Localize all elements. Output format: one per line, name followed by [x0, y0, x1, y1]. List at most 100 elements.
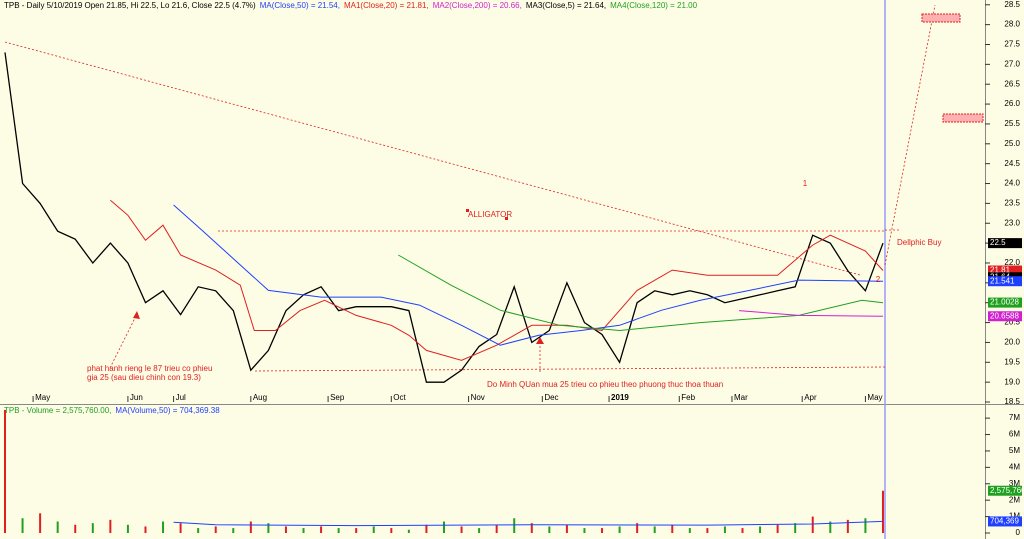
volume-bar	[109, 519, 112, 533]
y-tick-label: 2M	[1009, 495, 1020, 504]
volume-bar	[337, 528, 340, 533]
volume-bar	[759, 526, 762, 533]
volume-bar	[390, 528, 393, 533]
annotation: ALLIGATOR	[468, 210, 512, 219]
header-text: MA(Volume,50) = 704,369.38	[115, 406, 220, 415]
volume-bar	[249, 521, 252, 533]
volume-bar	[407, 529, 410, 533]
y-tick-label: 23.0	[1004, 218, 1020, 227]
header-text: MA3(Close,5) = 21.64,	[526, 1, 606, 10]
volume-bar	[548, 526, 551, 533]
volume-bar	[74, 524, 77, 533]
y-tick-label: 0	[1016, 528, 1021, 537]
x-tick-label: Sep	[330, 393, 345, 402]
y-tick-label: 25.5	[1004, 119, 1020, 128]
header-text: TPB - Volume = 2,575,760.00,	[4, 406, 111, 415]
header-text: MA2(Close,200) = 20.66,	[433, 1, 522, 10]
volume-bar	[495, 524, 498, 533]
y-tick-label: 6M	[1009, 430, 1020, 439]
volume-bar	[442, 521, 445, 533]
annotation: gia 25 (sau dieu chinh con 19.3)	[87, 373, 201, 382]
y-tick-label: 24.0	[1004, 179, 1020, 188]
volume-bar	[530, 523, 533, 533]
price-tag	[988, 297, 1022, 308]
volume-bar	[144, 526, 147, 533]
series-line	[398, 254, 884, 332]
y-tick-label: 5M	[1009, 446, 1020, 455]
marker	[466, 209, 469, 212]
annotation: phat hanh rieng le 87 trieu co phieu	[87, 364, 212, 373]
volume-bar	[829, 521, 832, 533]
volume-bar	[601, 528, 604, 533]
price-tag	[988, 311, 1022, 322]
x-tick-label: Aug	[253, 393, 267, 402]
price-tag-label: 22.5	[990, 238, 1006, 247]
annotation: Dellphic Buy	[897, 238, 941, 247]
volume-bar	[267, 523, 270, 533]
series-line	[110, 199, 884, 361]
volume-bar	[776, 524, 779, 533]
volume-bar	[846, 519, 849, 533]
y-tick-label: 20.5	[1004, 318, 1020, 327]
trendlines	[4, 4, 936, 372]
trendline	[884, 4, 936, 266]
volume-bar	[91, 523, 94, 533]
y-tick-label: 19.0	[1004, 377, 1020, 386]
y-tick-label: 7M	[1009, 413, 1020, 422]
series-line	[738, 310, 884, 317]
volume-bar	[21, 518, 24, 533]
y-tick-label: 24.5	[1004, 159, 1020, 168]
volume-bar	[864, 518, 867, 533]
y-tick-label: 26.0	[1004, 99, 1020, 108]
y-tick-label: 1M	[1009, 512, 1020, 521]
price-tag-label: 21.81	[990, 266, 1011, 275]
x-tick-label: 2019	[611, 393, 629, 402]
volume-bar	[741, 528, 744, 533]
x-tick-label: Feb	[681, 393, 695, 402]
x-tick-label: Jul	[176, 393, 186, 402]
volume-bar	[320, 526, 323, 533]
x-tick-label: May	[35, 393, 50, 402]
header-text: MA1(Close,20) = 21.81,	[344, 1, 429, 10]
y-tick-label: 3M	[1009, 479, 1020, 488]
price-tag	[988, 516, 1022, 527]
marker	[505, 217, 508, 220]
volume-bar	[583, 528, 586, 533]
volume-bar	[284, 526, 287, 533]
y-tick-label: 25.0	[1004, 139, 1020, 148]
volume-bar	[214, 526, 217, 533]
y-tick-label: 4M	[1009, 462, 1020, 471]
volume-bar	[179, 523, 182, 533]
header-text: MA(Close,50) = 21.54,	[260, 1, 340, 10]
x-tick-label: Jun	[130, 393, 143, 402]
series-line	[173, 204, 884, 346]
price-tag	[988, 485, 1022, 496]
y-tick-label: 28.5	[1004, 0, 1020, 9]
volume-bar	[794, 523, 797, 533]
y-tick-label: 20.0	[1004, 338, 1020, 347]
volume-bar	[460, 526, 463, 533]
annotation: Do Minh QUan mua 25 trieu co phieu theo …	[487, 380, 723, 389]
target-box	[921, 13, 961, 23]
annotation: 2	[876, 275, 881, 284]
trendline	[254, 366, 886, 372]
volume-bar	[881, 490, 884, 533]
volume-bar	[565, 524, 568, 533]
y-tick-label: 27.0	[1004, 59, 1020, 68]
price-tag-label: 20.6588	[990, 311, 1019, 320]
volume-bar	[302, 528, 305, 533]
target-box	[942, 113, 984, 123]
x-tick-label: Apr	[804, 393, 817, 402]
volume-bar	[723, 526, 726, 533]
volume-bar	[162, 521, 165, 533]
series-line	[4, 52, 884, 383]
header-text: MA4(Close,120) = 21.00	[610, 1, 697, 10]
volume-bar	[636, 523, 639, 533]
volume-bar	[706, 528, 709, 533]
x-tick-label: Mar	[734, 393, 748, 402]
volume-bar	[4, 409, 6, 533]
y-tick-label: 27.5	[1004, 40, 1020, 49]
y-tick-label: 19.5	[1004, 357, 1020, 366]
price-tag	[988, 238, 1022, 249]
